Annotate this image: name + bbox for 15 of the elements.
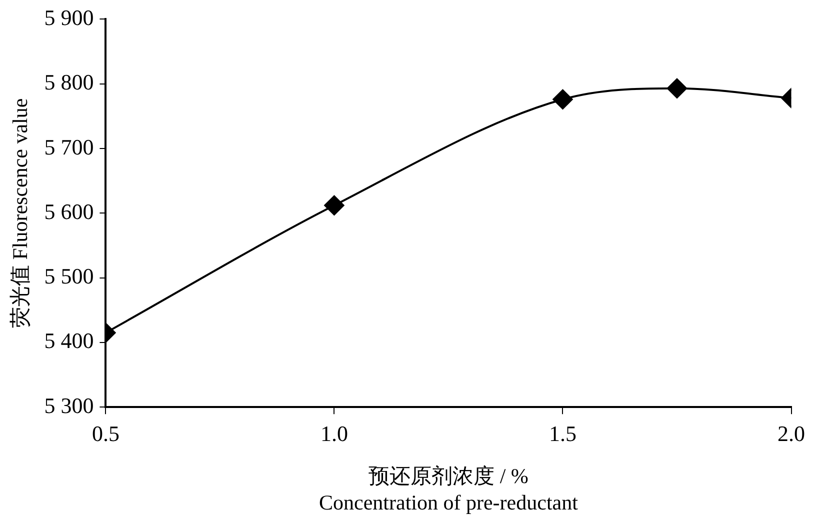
y-tick-label: 5 500 — [44, 264, 94, 289]
y-tick-label: 5 400 — [44, 328, 94, 354]
y-tick-label: 5 300 — [44, 392, 94, 418]
y-tick-label: 5 800 — [44, 70, 94, 95]
x-tick-label: 2.0 — [778, 421, 805, 446]
y-axis-title: 荧光值 Fluorescence value — [8, 98, 32, 328]
y-tick-label: 5 600 — [44, 198, 94, 224]
point — [552, 89, 573, 110]
x-tick-label: 1.0 — [320, 421, 348, 446]
y-tick-label: 5 900 — [44, 4, 94, 30]
x-tick-label: 0.5 — [92, 421, 120, 446]
point — [666, 78, 687, 98]
x-tick-label: 1.5 — [548, 421, 576, 446]
x-axis-title: 预还原剂浓度 / % Concentration of pre-reductant — [319, 464, 578, 514]
y-tick-label: 5 700 — [44, 134, 94, 160]
